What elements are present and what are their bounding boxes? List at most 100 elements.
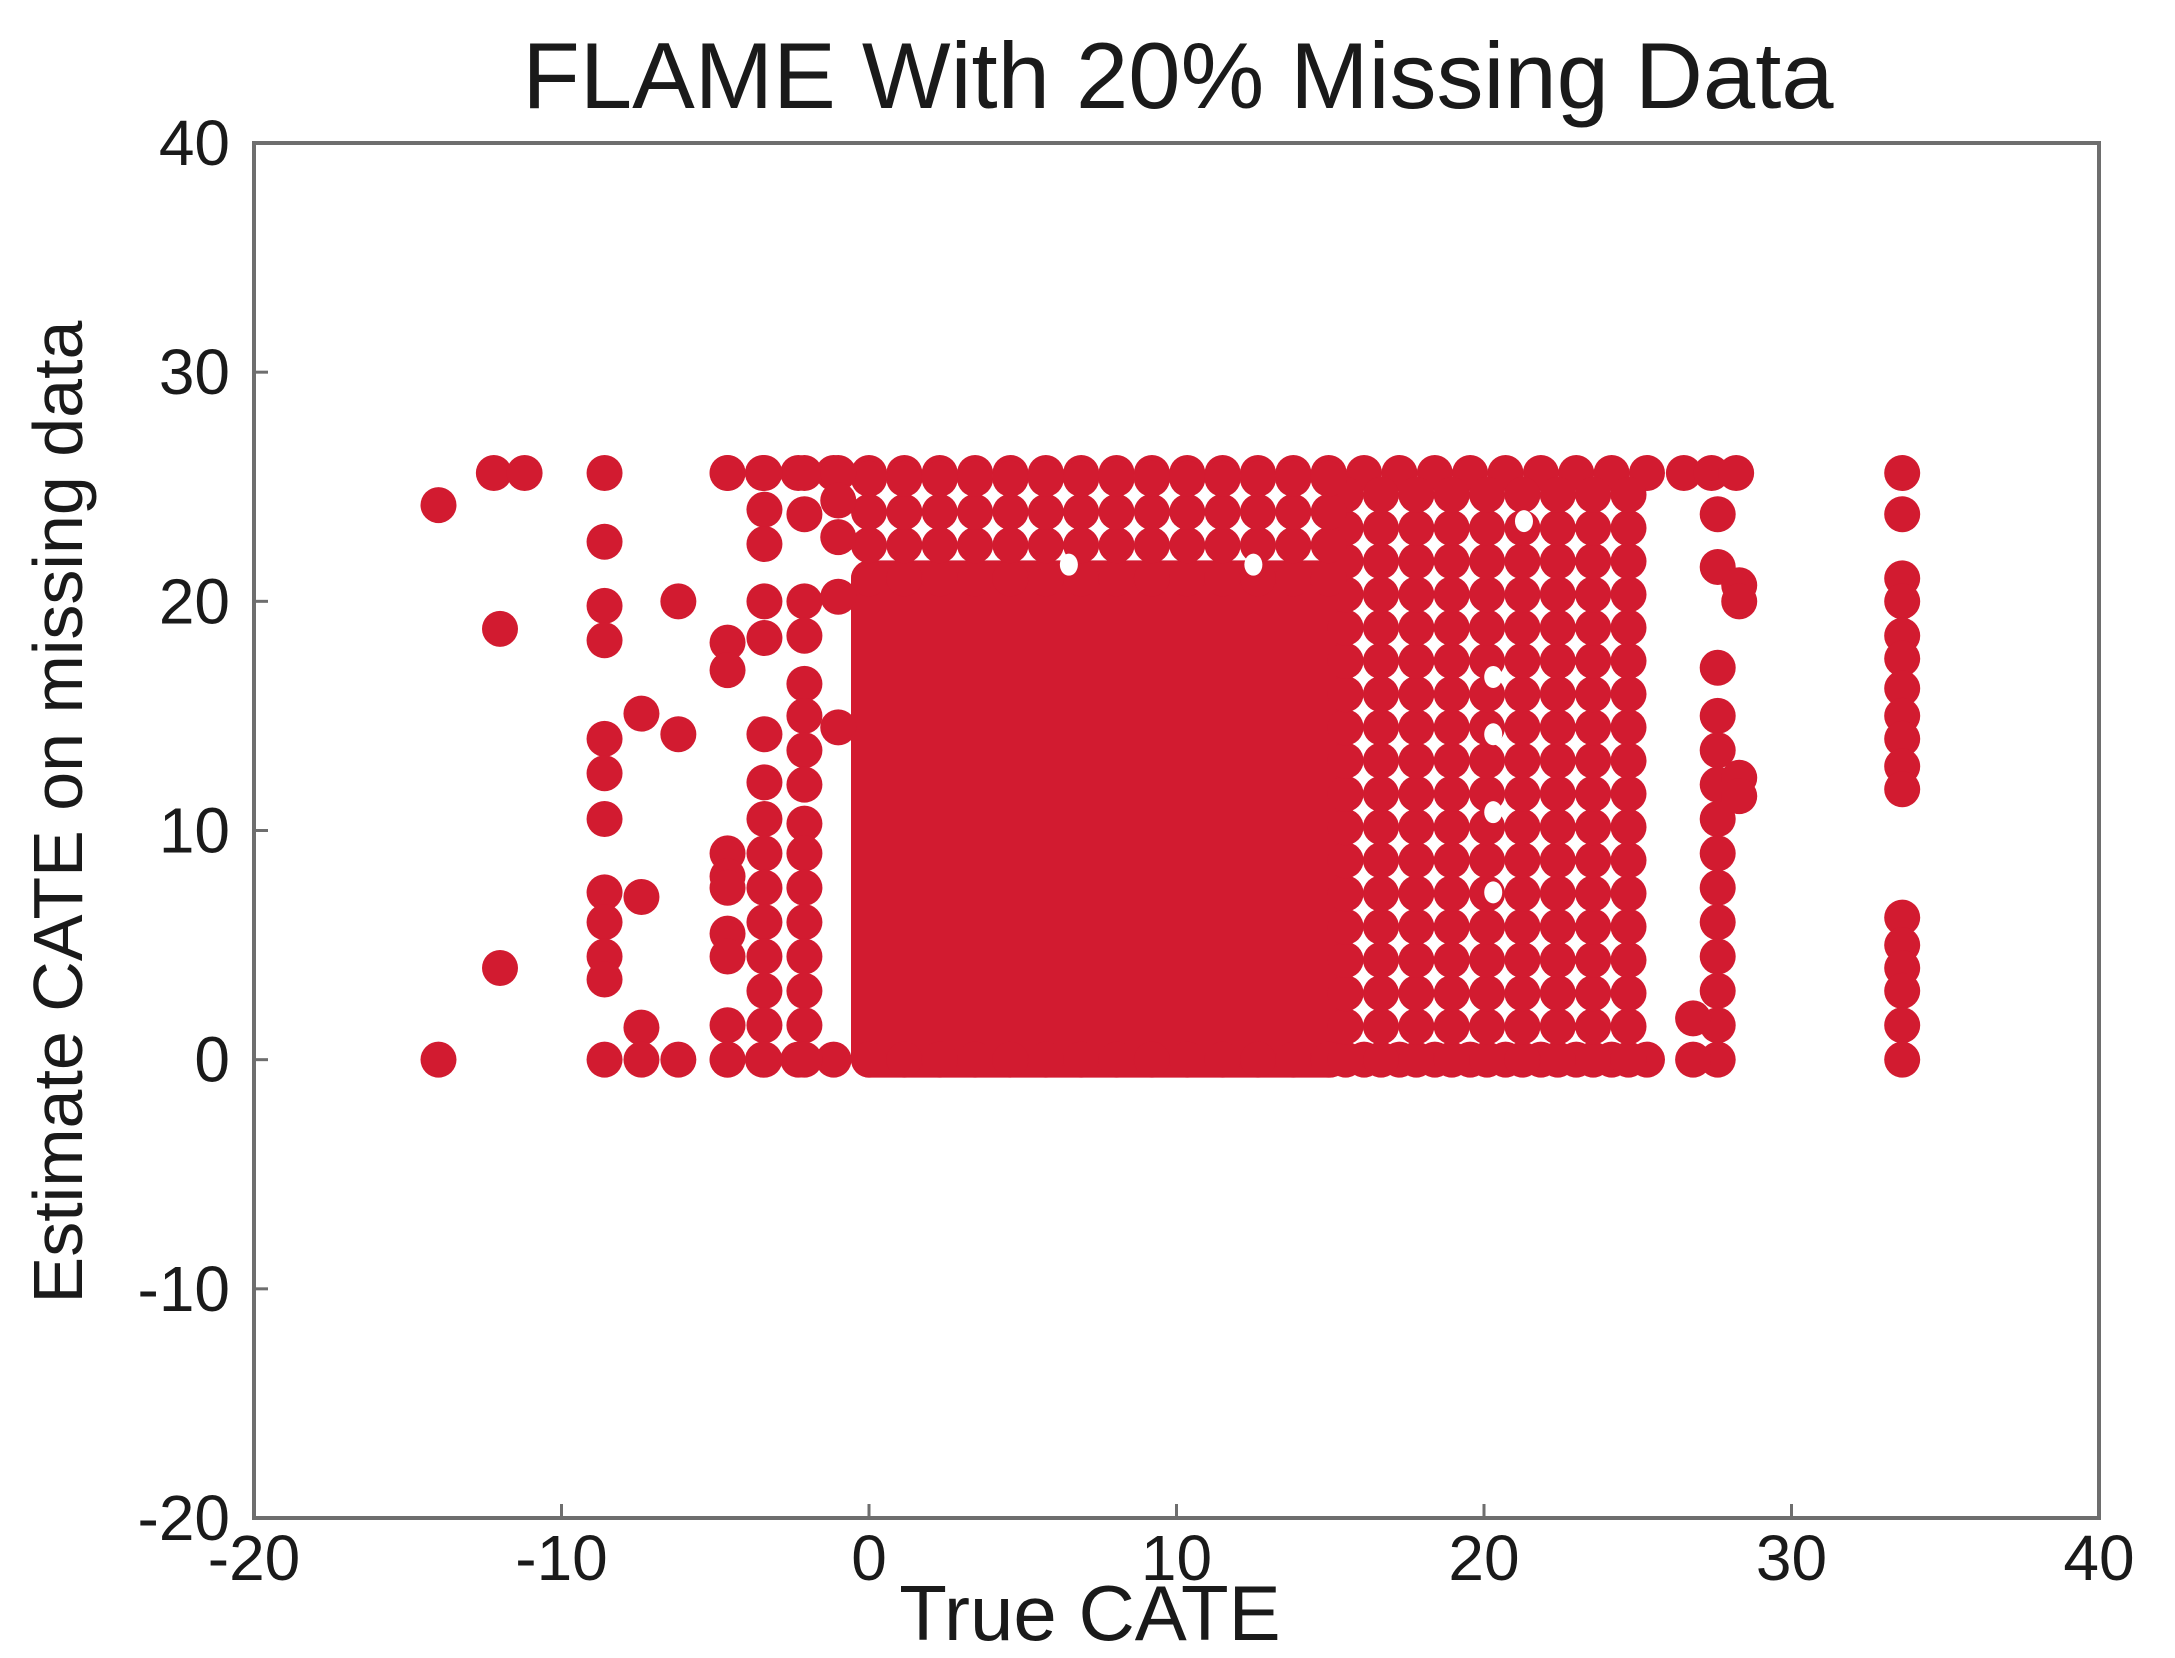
data-point: [1469, 941, 1506, 978]
data-point: [1575, 709, 1612, 746]
data-point: [1310, 560, 1347, 597]
data-point: [1398, 576, 1435, 613]
data-point: [1433, 742, 1470, 779]
data-point: [1433, 1008, 1470, 1045]
data-point: [786, 617, 823, 654]
data-point: [709, 1007, 746, 1044]
data-point: [1327, 842, 1364, 879]
y-tick-label: -10: [138, 1253, 231, 1325]
data-point: [1699, 904, 1736, 941]
data-point: [709, 455, 746, 491]
data-point: [1665, 455, 1702, 491]
data-point: [1362, 1041, 1399, 1078]
data-point: [1027, 493, 1064, 530]
data-point: [1504, 941, 1541, 978]
data-point: [1433, 1041, 1470, 1078]
data-point: [420, 1041, 457, 1078]
data-point: [1610, 775, 1647, 812]
data-point: [1275, 460, 1312, 497]
data-point: [1504, 1008, 1541, 1045]
x-tick-label: -10: [515, 1522, 608, 1594]
data-point: [957, 1041, 994, 1078]
data-point: [1575, 676, 1612, 713]
data-point: [1610, 875, 1647, 912]
y-tick-label: 0: [194, 1024, 230, 1096]
data-point: [746, 455, 783, 491]
data-point: [1575, 476, 1612, 513]
data-point: [1504, 709, 1541, 746]
data-point: [786, 1007, 823, 1044]
data-point: [886, 493, 923, 530]
data-point: [1362, 510, 1399, 546]
x-tick-label: -20: [208, 1522, 301, 1594]
data-point: [1675, 1041, 1712, 1078]
data-point: [746, 1041, 783, 1078]
data-point: [1469, 609, 1506, 646]
cloud-gap: [1059, 553, 1078, 576]
data-point: [1504, 975, 1541, 1012]
data-point: [1398, 476, 1435, 513]
data-point: [1469, 842, 1506, 879]
data-point: [1398, 775, 1435, 812]
data-point: [1398, 809, 1435, 846]
data-point: [786, 665, 823, 702]
data-point: [746, 801, 783, 838]
data-point: [886, 560, 923, 597]
data-point: [1539, 510, 1576, 546]
x-axis-ticks: -20 -10 0 10 20 30 40: [208, 1504, 2135, 1594]
data-point: [1027, 560, 1064, 597]
data-point: [623, 1041, 660, 1078]
data-point: [709, 624, 746, 661]
data-point: [1398, 742, 1435, 779]
data-point: [1504, 476, 1541, 513]
data-point: [1539, 975, 1576, 1012]
data-point: [1610, 576, 1647, 613]
data-point: [1539, 609, 1576, 646]
data-point: [1204, 493, 1241, 530]
cloud-gap: [1484, 723, 1503, 746]
data-point: [1362, 842, 1399, 879]
data-point: [1610, 908, 1647, 945]
data-point: [506, 455, 543, 491]
data-point: [992, 493, 1029, 530]
data-point: [1575, 975, 1612, 1012]
data-point: [820, 455, 857, 491]
data-point: [886, 1041, 923, 1078]
data-point: [1504, 642, 1541, 679]
data-point: [746, 491, 783, 528]
data-point: [1433, 476, 1470, 513]
data-point: [1699, 732, 1736, 769]
data-point: [1433, 875, 1470, 912]
cloud-gap: [1514, 510, 1533, 533]
data-point: [851, 527, 887, 564]
data-point: [1539, 476, 1576, 513]
data-point: [1610, 742, 1647, 779]
data-point: [1327, 642, 1364, 679]
data-point: [1721, 778, 1758, 815]
data-point: [992, 1041, 1029, 1078]
data-point: [1433, 510, 1470, 546]
data-point: [1433, 775, 1470, 812]
data-point: [1610, 842, 1647, 879]
data-point: [586, 1041, 623, 1078]
data-point: [1504, 576, 1541, 613]
data-point: [1433, 642, 1470, 679]
data-point: [586, 755, 623, 792]
cloud-gap: [1484, 881, 1503, 904]
data-point: [709, 652, 746, 689]
data-point: [1239, 527, 1276, 564]
data-point: [1275, 493, 1312, 530]
data-point: [1398, 908, 1435, 945]
data-point: [586, 961, 623, 998]
cloud-gap: [1244, 553, 1263, 576]
data-point: [623, 1009, 660, 1046]
data-point: [746, 764, 783, 801]
data-point: [1027, 527, 1064, 564]
data-point: [1699, 801, 1736, 838]
data-point: [820, 519, 857, 556]
data-point: [1204, 1041, 1241, 1078]
data-point: [1204, 527, 1241, 564]
data-point: [1398, 609, 1435, 646]
data-point: [1327, 809, 1364, 846]
data-point: [586, 874, 623, 911]
